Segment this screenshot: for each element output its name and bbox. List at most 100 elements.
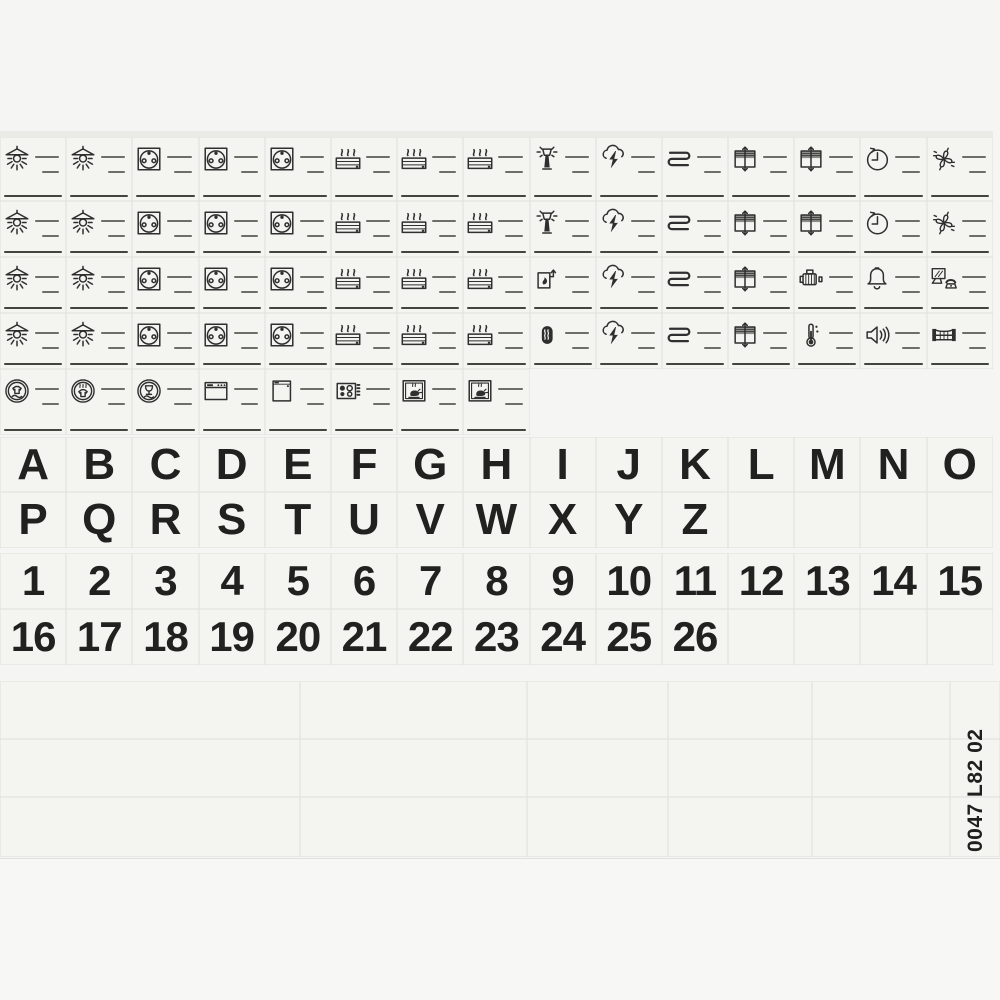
- label-cooking-hob: [330, 369, 398, 435]
- writing-line: [70, 362, 129, 365]
- socket-outlet-icon: [134, 320, 164, 350]
- writing-line: [299, 388, 324, 390]
- label-loudspeaker: [860, 313, 927, 369]
- socket-outlet-icon: [267, 320, 297, 350]
- label-blank: [950, 797, 1000, 857]
- writing-line: [240, 291, 258, 293]
- writing-line: [571, 171, 589, 173]
- writing-line: [637, 347, 655, 349]
- writing-line: [895, 156, 920, 158]
- writing-line: [108, 235, 126, 237]
- writing-line: [732, 306, 791, 309]
- writing-line: [930, 306, 989, 309]
- label-storm-lightning: [595, 257, 662, 313]
- writing-line: [564, 220, 589, 222]
- label-heating-coil: [661, 313, 729, 369]
- writing-line: [101, 332, 126, 334]
- writing-line: [101, 220, 126, 222]
- writing-line: [498, 156, 523, 158]
- convector-heater-icon: [465, 320, 495, 350]
- convector-heater-icon: [399, 208, 429, 238]
- writing-line: [35, 332, 60, 334]
- label-dishwasher: [132, 369, 199, 435]
- label-letter-V: V: [397, 492, 464, 548]
- motor-icon: [796, 264, 826, 294]
- writing-line: [432, 388, 457, 390]
- label-socket-outlet: [132, 313, 199, 369]
- label-blank: [300, 797, 527, 857]
- writing-line: [930, 250, 989, 253]
- label-number-7: 7: [397, 553, 464, 609]
- writing-line: [401, 250, 460, 253]
- writing-line: [665, 306, 725, 309]
- writing-line: [108, 291, 126, 293]
- writing-line: [268, 428, 327, 431]
- storm-lightning-icon: [598, 264, 628, 294]
- heating-coil-icon: [664, 320, 694, 350]
- writing-line: [770, 235, 788, 237]
- writing-line: [665, 194, 725, 197]
- roast-oven-icon: [465, 376, 495, 406]
- writing-line: [136, 362, 195, 365]
- writing-line: [439, 235, 457, 237]
- icon-row-4: [0, 313, 993, 369]
- writing-line: [836, 347, 854, 349]
- writing-line: [703, 171, 722, 173]
- writing-line: [334, 194, 394, 197]
- writing-line: [4, 194, 63, 197]
- socket-outlet-icon: [267, 208, 297, 238]
- writing-line: [599, 306, 658, 309]
- writing-line: [836, 171, 854, 173]
- computer-phone-icon: [929, 264, 959, 294]
- writing-line: [167, 156, 192, 158]
- writing-line: [167, 220, 192, 222]
- writing-line: [829, 276, 854, 278]
- writing-line: [268, 306, 327, 309]
- label-heating-coil: [661, 201, 729, 257]
- writing-line: [174, 235, 192, 237]
- writing-line: [306, 403, 324, 405]
- label-letter-E: E: [264, 437, 331, 492]
- writing-line: [268, 194, 327, 197]
- label-blank: [0, 681, 300, 739]
- label-timer-clock: [860, 201, 927, 257]
- writing-line: [533, 362, 592, 365]
- writing-line: [136, 306, 195, 309]
- writing-line: [696, 156, 722, 158]
- writing-line: [630, 220, 655, 222]
- writing-line: [467, 362, 526, 365]
- writing-line: [665, 250, 725, 253]
- writing-line: [372, 403, 391, 405]
- writing-line: [42, 403, 60, 405]
- writing-line: [439, 291, 457, 293]
- writing-line: [299, 332, 324, 334]
- label-blank: [794, 492, 861, 548]
- writing-line: [637, 171, 655, 173]
- writing-line: [439, 171, 457, 173]
- label-heating-coil: [661, 257, 729, 313]
- writing-line: [930, 194, 989, 197]
- label-socket-outlet: [264, 201, 331, 257]
- icon-row-3: [0, 257, 993, 313]
- label-number-17: 17: [66, 609, 133, 665]
- label-letter-Q: Q: [66, 492, 133, 548]
- label-blank: [860, 609, 927, 665]
- writing-line: [599, 250, 658, 253]
- writing-line: [202, 250, 261, 253]
- pendant-light-icon: [2, 208, 32, 238]
- label-number-16: 16: [0, 609, 67, 665]
- label-letter-T: T: [264, 492, 331, 548]
- label-blank: [926, 609, 993, 665]
- writing-line: [696, 220, 722, 222]
- label-number-8: 8: [463, 553, 530, 609]
- timer-clock-icon: [862, 144, 892, 174]
- label-letter-K: K: [661, 437, 729, 492]
- label-computer-phone: [926, 257, 993, 313]
- writing-line: [439, 403, 457, 405]
- label-letter-D: D: [198, 437, 265, 492]
- writing-line: [732, 194, 791, 197]
- writing-line: [571, 347, 589, 349]
- label-blank: [728, 609, 795, 665]
- label-ventilation-fan: [926, 201, 993, 257]
